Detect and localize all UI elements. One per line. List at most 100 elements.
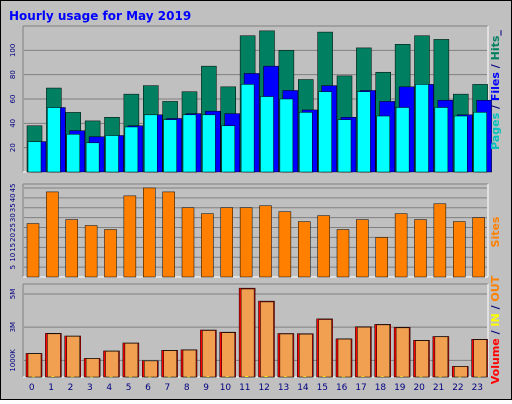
pages-bar: [415, 84, 429, 173]
sites-bar: [220, 207, 233, 278]
sites-bar: [394, 213, 408, 278]
sites-bar: [123, 195, 137, 278]
pages-bar: [144, 114, 158, 173]
volume-panel: 1000K 3M 5M Volume / IN / OUT: [9, 275, 502, 384]
sites-bar: [453, 221, 466, 278]
pages-bar: [47, 107, 61, 173]
x-tick-label: 0: [29, 383, 35, 393]
sites-bar: [239, 207, 253, 278]
sites-bar: [336, 229, 350, 278]
pages-bar: [85, 142, 100, 173]
x-tick-label: 19: [394, 383, 406, 393]
y-tick-label: 60: [9, 95, 17, 104]
out-bar: [202, 330, 216, 378]
x-tick-label: 10: [220, 383, 232, 393]
axis-label-part: Hits: [489, 35, 502, 60]
y-tick-label: 20: [9, 143, 17, 152]
sites-bar: [104, 229, 117, 278]
y-tick-label: 1000K: [9, 349, 17, 372]
y-tick-label: 3M: [9, 322, 17, 333]
x-tick-label: 7: [164, 383, 170, 393]
out-bar: [163, 350, 177, 378]
out-bar: [240, 288, 255, 378]
x-tick-label: 15: [317, 383, 328, 393]
in-bar: [400, 376, 404, 378]
out-bar: [124, 343, 139, 378]
pages-bar: [163, 119, 177, 173]
sites-bar: [26, 223, 40, 278]
y-tick-label: 40: [9, 193, 17, 202]
in-bar: [477, 376, 481, 378]
out-bar: [473, 339, 487, 378]
pages-bar: [202, 114, 216, 173]
out-bar: [318, 319, 332, 378]
pages-bar: [27, 141, 42, 173]
pages-bar: [105, 135, 119, 173]
x-tick-label: 9: [203, 383, 209, 393]
sites-bar: [259, 205, 272, 278]
sites-bar: [181, 207, 195, 278]
pages-bar: [124, 126, 139, 173]
out-bar: [144, 360, 158, 378]
out-bar: [299, 333, 313, 378]
in-bar: [458, 376, 462, 378]
x-tick-label: 21: [433, 383, 444, 393]
pages-bar: [318, 91, 332, 173]
out-bar: [260, 301, 274, 378]
x-tick-label: 16: [336, 383, 348, 393]
in-bar: [283, 376, 287, 378]
axis-label-part: Pages: [489, 112, 502, 150]
sites-bar: [375, 237, 388, 278]
sites-axis-label: Sites: [489, 216, 502, 247]
out-bar: [47, 333, 61, 378]
x-tick-label: 5: [126, 383, 132, 393]
out-bar: [415, 340, 429, 378]
sites-bar: [143, 187, 156, 278]
in-bar: [90, 376, 94, 378]
axis-label-part: Sites: [489, 216, 502, 247]
in-bar: [206, 376, 210, 378]
y-tick-label: 20: [9, 233, 17, 242]
x-tick-label: 17: [355, 383, 366, 393]
y-tick-label: 5M: [9, 289, 17, 300]
in-bar: [264, 376, 268, 377]
in-bar: [438, 376, 442, 378]
pages-bar: [66, 134, 80, 173]
y-tick-label: 30: [9, 213, 17, 222]
in-bar: [148, 376, 152, 378]
axis-label-part: /: [489, 327, 502, 339]
in-bar: [342, 376, 345, 378]
pages-bar: [260, 96, 274, 173]
in-bar: [32, 376, 35, 378]
sites-bar: [278, 211, 292, 278]
axis-label-part: Volume: [489, 338, 502, 384]
y-tick-label: 15: [9, 243, 17, 252]
y-tick-label: 35: [9, 203, 17, 212]
x-tick-label: 13: [278, 383, 289, 393]
in-bar: [225, 376, 229, 378]
x-tick-label: 2: [68, 383, 74, 393]
out-bar: [105, 351, 119, 378]
out-bar: [279, 333, 294, 378]
x-tick-label: 4: [106, 383, 112, 393]
sites-bar: [84, 225, 98, 278]
out-bar: [221, 332, 235, 378]
x-tick-label: 8: [184, 383, 190, 393]
out-bar: [85, 358, 100, 378]
in-bar: [187, 376, 190, 378]
y-tick-label: 5: [9, 265, 17, 269]
sites-bar: [298, 221, 311, 278]
x-tick-label: 3: [87, 383, 93, 393]
y-tick-label: 80: [9, 70, 17, 79]
in-bar: [303, 376, 307, 378]
hits-files-pages-axis-label: Pages / Files / Hits_: [489, 30, 502, 150]
out-bar: [66, 336, 80, 378]
in-bar: [51, 376, 55, 378]
x-tick-label: 18: [375, 383, 387, 393]
y-tick-label: 40: [9, 119, 17, 128]
chart-title: Hourly usage for May 2019: [9, 9, 191, 23]
axis-label-part: IN: [489, 313, 502, 326]
